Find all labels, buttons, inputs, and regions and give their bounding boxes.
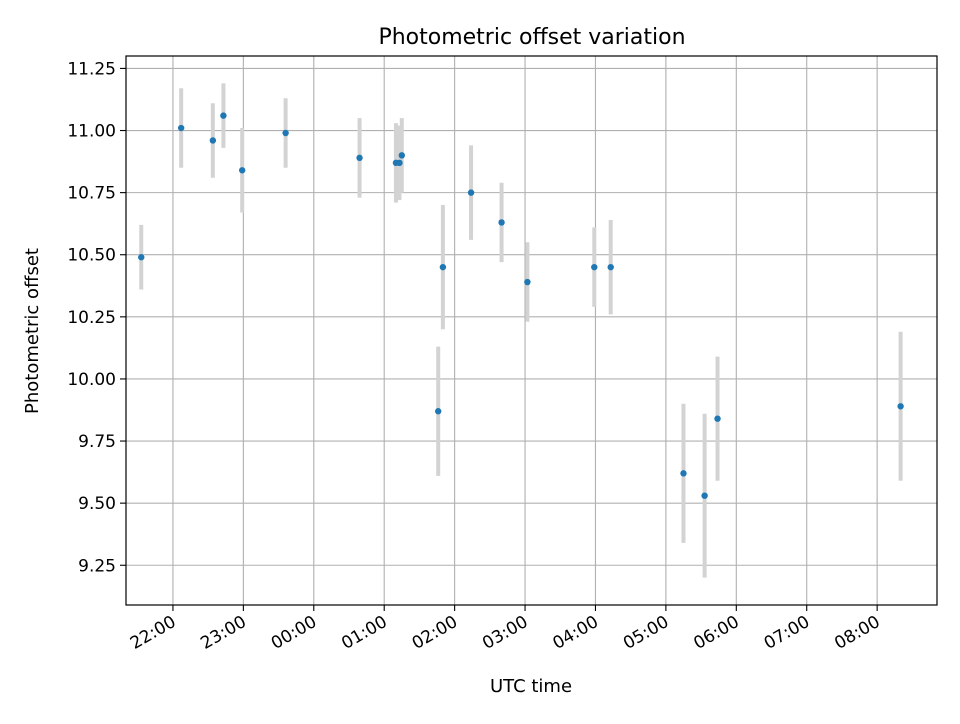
y-tick-label: 10.25 <box>67 308 116 328</box>
x-axis-label: UTC time <box>490 676 572 697</box>
data-point <box>398 152 406 159</box>
data-point <box>607 263 614 271</box>
data-point <box>897 403 904 410</box>
data-point <box>396 159 403 167</box>
chart-title: Photometric offset variation <box>378 25 685 50</box>
data-point <box>356 154 363 162</box>
data-point <box>714 415 721 422</box>
data-point <box>591 263 598 271</box>
data-point <box>439 263 447 271</box>
data-point <box>524 278 531 286</box>
y-tick-label: 11.00 <box>67 122 116 142</box>
y-tick-label: 10.50 <box>67 246 116 266</box>
data-point <box>434 408 442 415</box>
grid <box>126 56 937 605</box>
y-tick-label: 10.75 <box>67 184 116 204</box>
data-point <box>701 492 708 499</box>
y-tick-label: 9.75 <box>78 432 116 452</box>
y-tick-label: 10.00 <box>67 370 116 390</box>
data-point <box>498 219 505 226</box>
data-points <box>138 112 904 499</box>
data-point <box>138 254 145 261</box>
data-point <box>209 137 217 144</box>
data-point <box>680 470 687 477</box>
data-point <box>177 124 185 132</box>
plot-frame <box>125 55 938 606</box>
data-point <box>282 129 289 137</box>
data-point <box>238 167 246 174</box>
y-tick-label: 9.50 <box>78 494 116 514</box>
y-tick-label: 11.25 <box>67 59 116 79</box>
y-axis: 9.25 9.50 9.75 10.00 10.25 10.50 10.75 11.00 11.… <box>67 59 126 576</box>
y-tick-label: 9.25 <box>78 556 116 576</box>
data-point <box>467 189 475 196</box>
data-point <box>220 112 227 119</box>
y-axis-label: Photometric offset <box>22 248 43 414</box>
